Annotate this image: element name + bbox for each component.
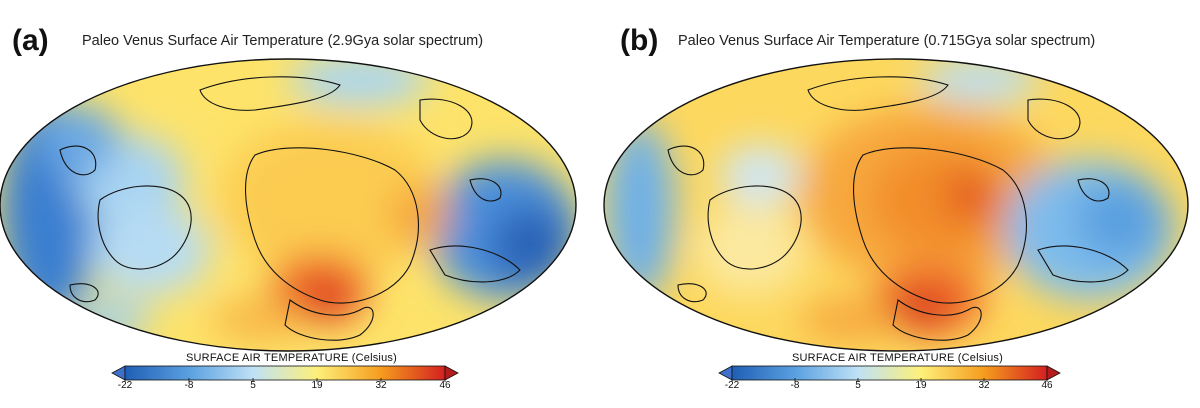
temperature-map-b xyxy=(603,58,1189,382)
colorbar-tick: -22 xyxy=(117,380,133,391)
coastlines-a xyxy=(59,76,521,341)
coastlines-b xyxy=(667,76,1129,341)
colorbar-under-arrow xyxy=(718,365,733,381)
colorbar-b xyxy=(718,365,1061,382)
colorbar-tick: -8 xyxy=(184,380,194,391)
colorbar-title: SURFACE AIR TEMPERATURE (Celsius) xyxy=(186,352,397,364)
colorbar-tick: 32 xyxy=(978,380,990,391)
colorbar-tick: 19 xyxy=(311,380,323,391)
panel-title: Paleo Venus Surface Air Temperature (2.9… xyxy=(82,33,484,49)
colorbar-tick: 19 xyxy=(915,380,927,391)
colorbar-tick: 46 xyxy=(1041,380,1053,391)
panel-label: (a) xyxy=(12,24,49,57)
colorbar-tick: 5 xyxy=(855,380,861,391)
colorbar-over-arrow xyxy=(444,365,459,381)
colorbar-tick: 46 xyxy=(439,380,451,391)
panel-title: Paleo Venus Surface Air Temperature (0.7… xyxy=(678,33,1096,49)
colorbar-a xyxy=(111,365,459,382)
colorbar-over-arrow xyxy=(1046,365,1061,381)
colorbar-tick: -22 xyxy=(724,380,740,391)
colorbar-gradient xyxy=(124,365,446,381)
colorbar-gradient xyxy=(731,365,1048,381)
temperature-map-a xyxy=(0,58,577,382)
colorbar-tick: 5 xyxy=(250,380,256,391)
colorbar-under-arrow xyxy=(111,365,126,381)
colorbar-tick: 32 xyxy=(375,380,387,391)
panel-label: (b) xyxy=(620,24,659,57)
colorbar-title: SURFACE AIR TEMPERATURE (Celsius) xyxy=(792,352,1003,364)
map-panel-a: (a) Paleo Venus Surface Air Temperature … xyxy=(0,24,577,391)
map-panel-b: (b) Paleo Venus Surface Air Temperature … xyxy=(600,0,1200,408)
colorbar-tick: -8 xyxy=(790,380,800,391)
